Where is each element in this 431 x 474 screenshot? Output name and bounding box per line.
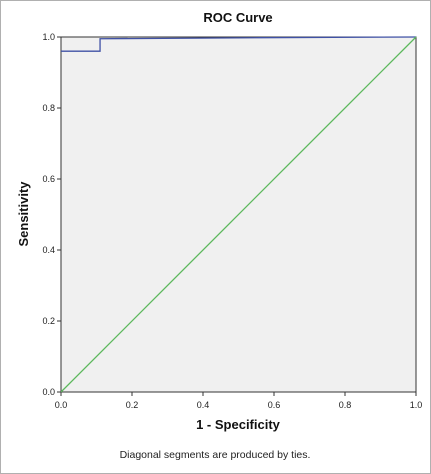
y-axis-ticks: 0.0 0.2 0.4 0.6 0.8 1.0 bbox=[42, 32, 61, 397]
chart-footnote: Diagonal segments are produced by ties. bbox=[120, 449, 311, 461]
y-tick-label: 0.0 bbox=[42, 387, 55, 397]
x-tick-label: 0.0 bbox=[55, 400, 68, 410]
x-tick-label: 0.8 bbox=[339, 400, 352, 410]
x-tick-label: 0.2 bbox=[126, 400, 139, 410]
y-tick-label: 0.2 bbox=[42, 316, 55, 326]
series-layer bbox=[60, 36, 417, 393]
y-tick-label: 1.0 bbox=[42, 32, 55, 42]
x-tick-label: 1.0 bbox=[410, 400, 423, 410]
x-axis-title: 1 - Specificity bbox=[196, 417, 281, 432]
x-axis-ticks: 0.0 0.2 0.4 0.6 0.8 1.0 bbox=[55, 392, 423, 410]
x-tick-label: 0.4 bbox=[197, 400, 210, 410]
chart-title: ROC Curve bbox=[203, 10, 272, 25]
y-tick-label: 0.4 bbox=[42, 245, 55, 255]
y-tick-label: 0.8 bbox=[42, 103, 55, 113]
x-tick-label: 0.6 bbox=[268, 400, 281, 410]
y-axis-title: Sensitivity bbox=[16, 181, 31, 247]
reference-diagonal-line bbox=[60, 36, 417, 393]
roc-curve-line bbox=[61, 36, 417, 52]
y-tick-label: 0.6 bbox=[42, 174, 55, 184]
